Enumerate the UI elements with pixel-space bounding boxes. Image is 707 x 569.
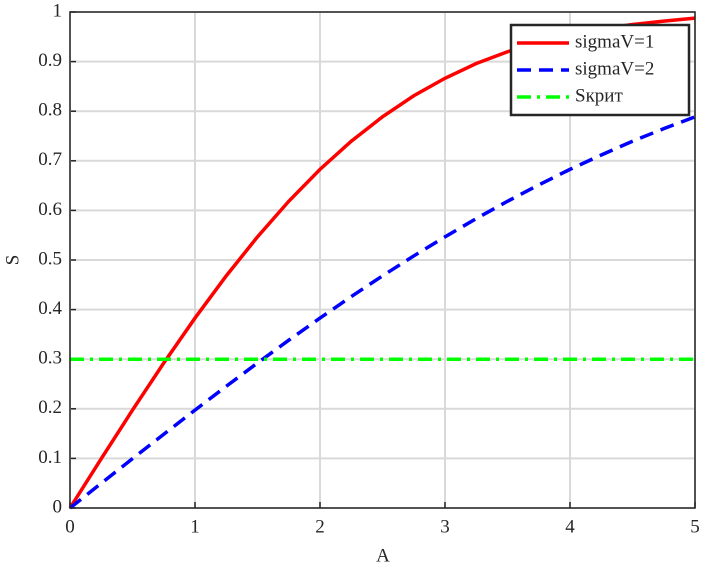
y-tick-label: 0.1: [38, 447, 62, 468]
x-tick-label: 4: [565, 516, 575, 537]
x-tick-label: 5: [690, 516, 700, 537]
y-tick-label: 1: [53, 0, 63, 21]
x-tick-label: 1: [190, 516, 200, 537]
y-axis-label: S: [2, 255, 23, 266]
y-tick-label: 0.9: [38, 50, 62, 71]
axes-box: [69, 11, 696, 509]
legend-label: Sкрит: [575, 85, 623, 106]
x-axis-label: A: [376, 545, 390, 566]
x-tick-label: 2: [315, 516, 325, 537]
x-tick-label: 0: [65, 516, 75, 537]
y-tick-label: 0.3: [38, 348, 62, 369]
y-tick-label: 0.6: [38, 199, 62, 220]
y-tick-label: 0.4: [38, 298, 62, 319]
legend-label: sigmaV=2: [575, 58, 654, 79]
y-tick-label: 0.7: [38, 149, 62, 170]
legend-label: sigmaV=1: [575, 31, 654, 52]
y-tick-label: 0.8: [38, 100, 62, 121]
y-tick-label: 0.5: [38, 248, 62, 269]
x-tick-label: 3: [440, 516, 450, 537]
y-tick-label: 0: [53, 496, 63, 517]
y-tick-label: 0.2: [38, 397, 62, 418]
line-series: [68, 115, 696, 510]
